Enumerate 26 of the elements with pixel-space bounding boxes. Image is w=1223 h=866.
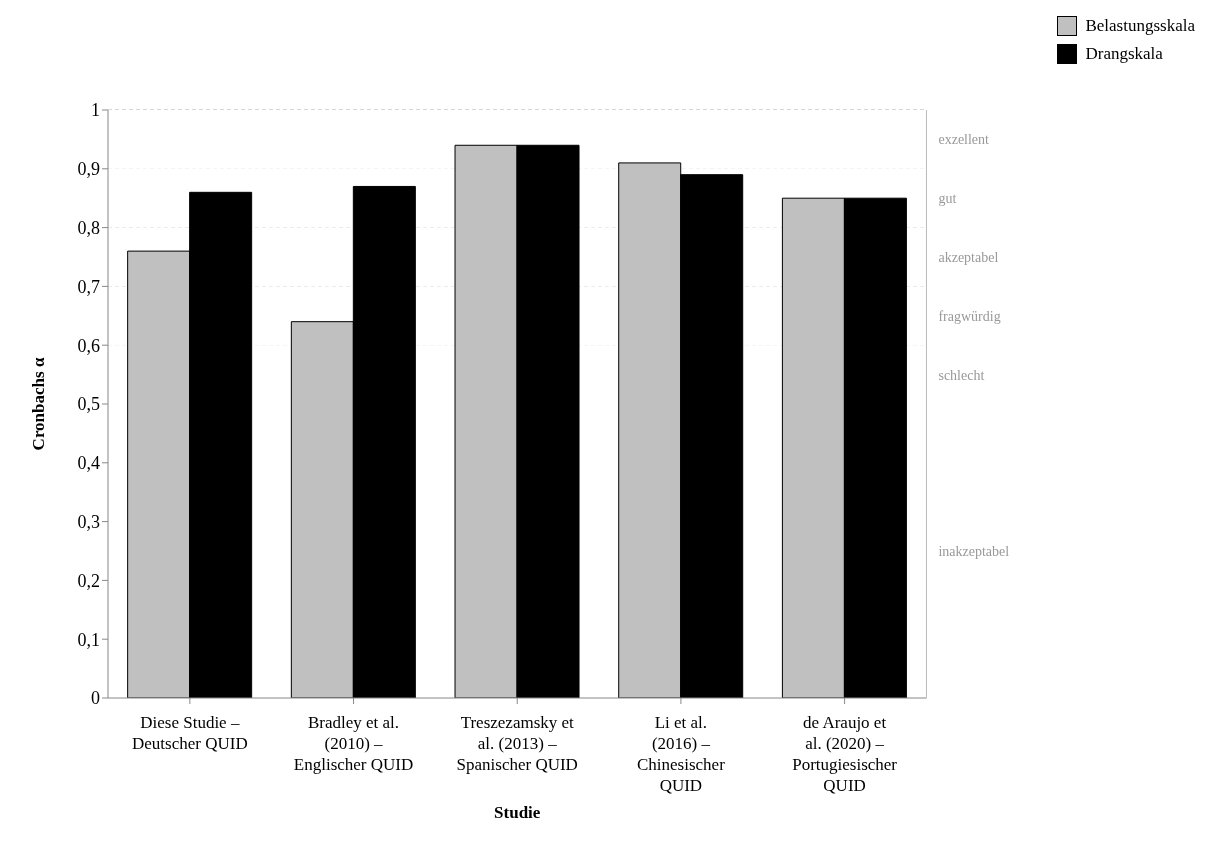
band-label: fragwürdig: [938, 308, 1001, 324]
y-tick-label: 0,5: [77, 394, 100, 415]
y-tick-label: 0,8: [77, 217, 100, 238]
band-label: exzellent: [938, 132, 990, 148]
legend-label: Drangskala: [1085, 44, 1163, 64]
y-tick-label: 0,2: [77, 570, 100, 591]
band-label: akzeptabel: [938, 250, 999, 265]
x-axis-title: Studie: [494, 803, 541, 822]
x-tick-label: Li et al. (2016) – Chinesischer QUID: [637, 713, 726, 795]
y-tick-label: 0,1: [77, 629, 100, 650]
x-tick-label: Diese Studie – Deutscher QUID: [132, 713, 248, 753]
y-tick-label: 0,7: [77, 276, 100, 297]
legend-label: Belastungsskala: [1085, 16, 1195, 36]
y-axis-title: Cronbachs α: [29, 357, 49, 451]
band-label: schlecht: [938, 367, 985, 383]
band-label: inakzeptabel: [938, 544, 1010, 559]
y-tick-label: 0: [91, 688, 100, 709]
x-tick-label: de Araujo et al. (2020) – Portugiesischer QUID: [792, 713, 898, 795]
band-label: gut: [938, 191, 957, 207]
y-tick-label: 0,3: [77, 511, 100, 532]
y-tick-label: 0,9: [77, 159, 100, 180]
y-tick-label: 0,4: [77, 453, 100, 474]
x-tick-label: Bradley et al. (2010) – Englischer QUID: [293, 713, 414, 774]
y-tick-label: 1: [91, 100, 100, 121]
x-tick-label: Treszezamsky et al. (2013) – Spanischer QUID: [456, 713, 578, 774]
y-tick-label: 0,6: [77, 335, 100, 356]
